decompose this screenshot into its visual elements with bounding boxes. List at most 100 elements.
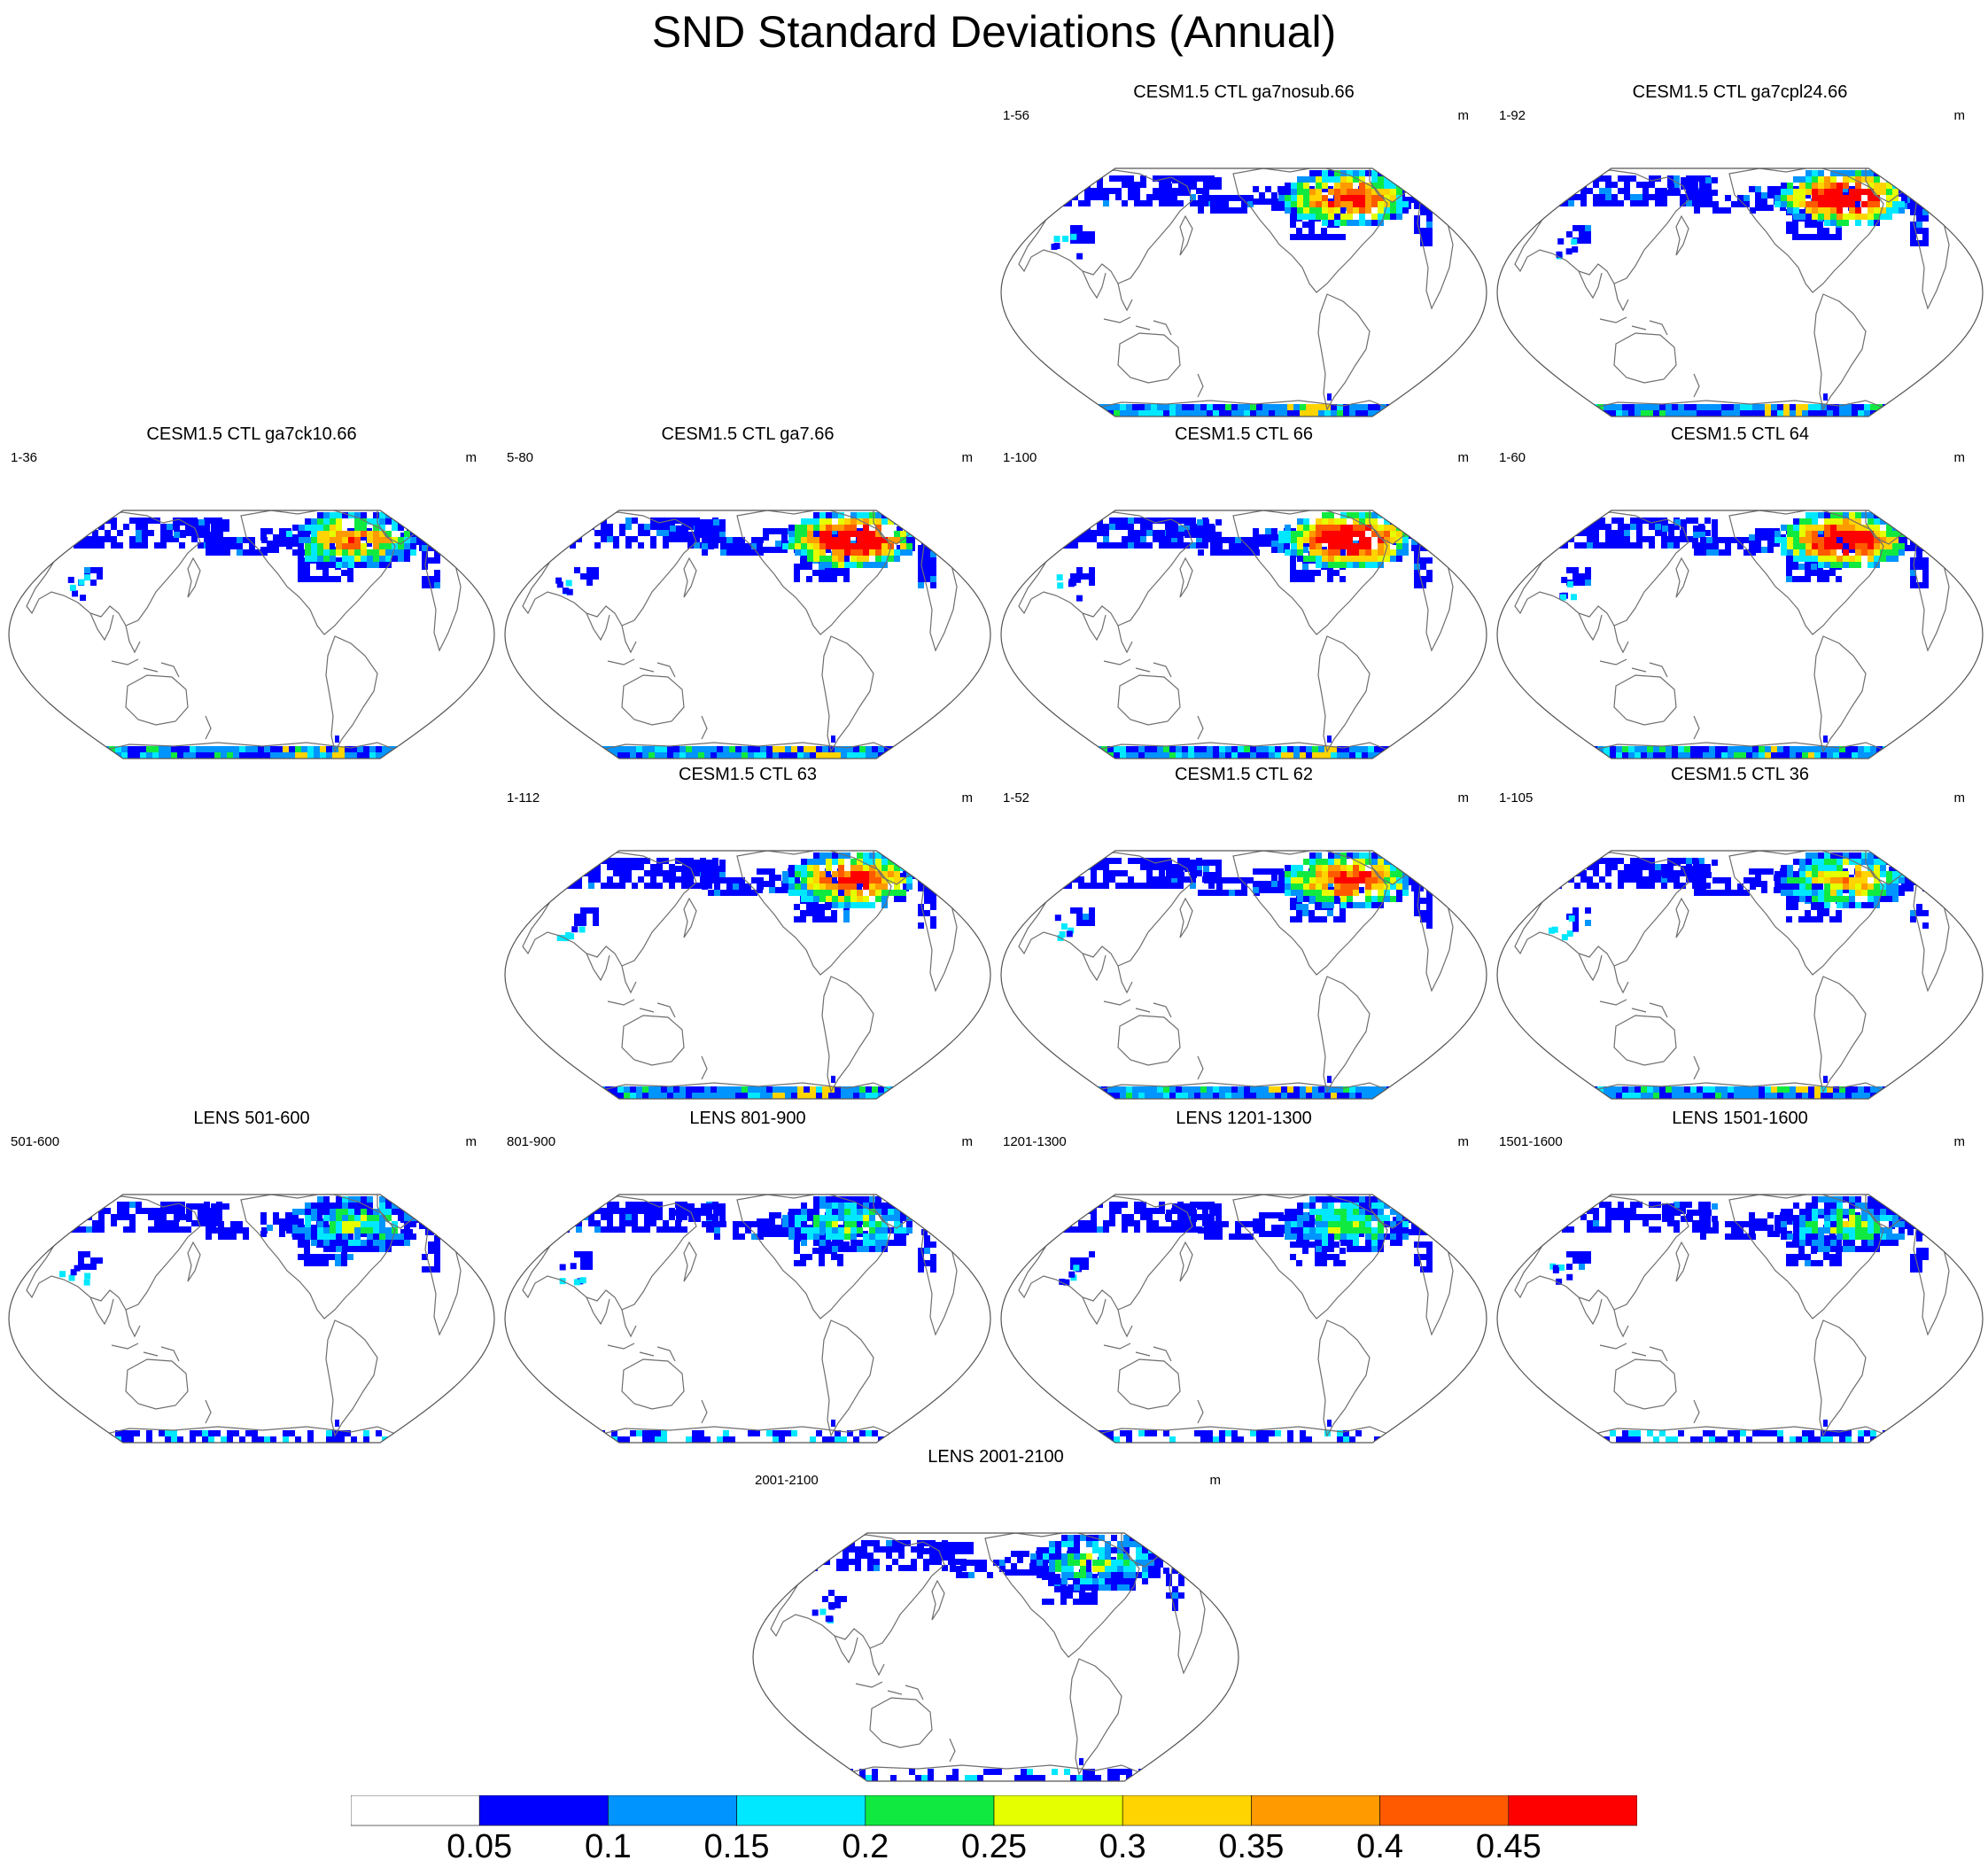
map-canvas [504, 850, 991, 1100]
coastlines [1018, 851, 1454, 1094]
panel-title: LENS 1501-1600 [1672, 1109, 1808, 1128]
coastlines [522, 851, 958, 1094]
colorbar-swatch [1122, 1795, 1252, 1826]
coastlines [1018, 510, 1454, 754]
snow-depth-field [67, 512, 440, 759]
snow-depth-field [1548, 852, 1929, 1099]
panel-title: CESM1.5 CTL ga7ck10.66 [146, 424, 357, 444]
coastlines [1018, 168, 1454, 412]
snow-depth-field [1549, 1196, 1929, 1443]
panel-units-label: m [1457, 790, 1470, 806]
panel-years-label: 1-100 [1003, 450, 1037, 465]
map-outline [8, 510, 495, 759]
snow-depth-field [1556, 170, 1929, 416]
panel-title: CESM1.5 CTL 63 [679, 765, 817, 784]
map-panel: LENS 2001-2100 2001-2100 m [749, 1446, 1242, 1783]
map-outline [1496, 850, 1984, 1100]
colorbar-swatches [351, 1795, 1637, 1826]
map-panel: CESM1.5 CTL ga7ck10.66 1-36 m [5, 424, 498, 760]
map-panel: CESM1.5 CTL 63 1-112 m [501, 764, 994, 1101]
colorbar-tick-label: 0.35 [1218, 1828, 1285, 1865]
colorbar-tick-label: 0.4 [1356, 1828, 1404, 1865]
snow-depth-field [1059, 1196, 1433, 1443]
colorbar-swatch [865, 1795, 995, 1826]
panel-years-label: 5-80 [507, 450, 534, 465]
snow-depth-field [812, 1535, 1184, 1781]
panel-units-label: m [465, 1134, 478, 1149]
map-outline [504, 850, 991, 1100]
panel-years-label: 1-60 [1499, 450, 1526, 465]
map-outline [504, 510, 991, 759]
map-canvas [1000, 1194, 1487, 1444]
panel-title: LENS 501-600 [193, 1109, 310, 1128]
map-canvas [752, 1532, 1239, 1782]
panel-years-label: 1501-1600 [1499, 1134, 1563, 1149]
map-panel: CESM1.5 CTL 66 1-100 m [998, 424, 1490, 760]
panel-units-label: m [1209, 1473, 1222, 1488]
panel-title: CESM1.5 CTL ga7nosub.66 [1133, 82, 1355, 102]
colorbar-tick-label: 0.15 [703, 1828, 770, 1865]
map-canvas [1496, 1194, 1984, 1444]
panel-years-label: 1-56 [1003, 108, 1030, 123]
panel-title: CESM1.5 CTL ga7cpl24.66 [1632, 82, 1848, 102]
map-outline [504, 1194, 991, 1444]
snow-depth-field [1556, 512, 1929, 759]
panel-title: CESM1.5 CTL 62 [1175, 765, 1313, 784]
map-canvas [8, 510, 495, 759]
panel-title: CESM1.5 CTL 66 [1175, 424, 1313, 444]
coastlines [1514, 1195, 1950, 1438]
panel-units-label: m [1953, 108, 1966, 123]
coastlines [1514, 851, 1950, 1094]
colorbar-swatch [736, 1795, 866, 1826]
colorbar-swatch [608, 1795, 737, 1826]
figure-title: SND Standard Deviations (Annual) [651, 7, 1337, 57]
panel-units-label: m [961, 450, 974, 465]
map-canvas [1000, 510, 1487, 759]
panel-years-label: 1-52 [1003, 790, 1030, 806]
panel-years-label: 2001-2100 [755, 1473, 819, 1488]
map-panel: LENS 1501-1600 1501-1600 m [1494, 1108, 1986, 1444]
map-canvas [504, 510, 991, 759]
panel-years-label: 801-900 [507, 1134, 556, 1149]
colorbar-swatch [1251, 1795, 1380, 1826]
panel-title: CESM1.5 CTL 64 [1671, 424, 1809, 444]
snow-depth-field [59, 1196, 440, 1443]
panel-units-label: m [465, 450, 478, 465]
panel-units-label: m [1457, 450, 1470, 465]
map-panel: LENS 801-900 801-900 m [501, 1108, 994, 1444]
map-panel: CESM1.5 CTL ga7nosub.66 1-56 m [998, 82, 1490, 418]
map-outline [752, 1532, 1239, 1782]
map-canvas [1496, 510, 1984, 759]
snow-depth-field [556, 852, 936, 1099]
colorbar-labels: 0.05 0.1 0.15 0.2 0.25 0.3 0.35 0.4 0.45 [351, 1827, 1637, 1866]
panel-units-label: m [1953, 790, 1966, 806]
map-canvas [1496, 167, 1984, 417]
colorbar-tick-label: 0.45 [1475, 1828, 1541, 1865]
map-outline [1496, 167, 1984, 417]
colorbar-swatch [478, 1795, 609, 1826]
coastlines [26, 510, 462, 754]
map-panel: CESM1.5 CTL ga7cpl24.66 1-92 m [1494, 82, 1986, 418]
map-canvas [1000, 850, 1487, 1100]
colorbar-tick-label: 0.3 [1099, 1828, 1146, 1865]
panel-title: LENS 1201-1300 [1176, 1109, 1312, 1128]
snow-depth-field [1056, 512, 1433, 759]
colorbar [351, 1795, 1637, 1827]
coastlines [522, 1195, 958, 1438]
panel-units-label: m [1953, 1134, 1966, 1149]
map-canvas [8, 1194, 495, 1444]
map-outline [1496, 1194, 1984, 1444]
panel-title: CESM1.5 CTL ga7.66 [661, 424, 835, 444]
panel-units-label: m [1953, 450, 1966, 465]
colorbar-swatch [1379, 1795, 1510, 1826]
snow-depth-field [1051, 170, 1433, 416]
map-outline [1000, 167, 1487, 417]
panel-units-label: m [1457, 1134, 1470, 1149]
map-outline [8, 1194, 495, 1444]
panel-years-label: 1-36 [11, 450, 38, 465]
panel-years-label: 1-112 [507, 790, 540, 806]
panel-years-label: 1-92 [1499, 108, 1526, 123]
map-outline [1496, 510, 1984, 759]
map-outline [1000, 850, 1487, 1100]
colorbar-swatch [351, 1795, 480, 1826]
